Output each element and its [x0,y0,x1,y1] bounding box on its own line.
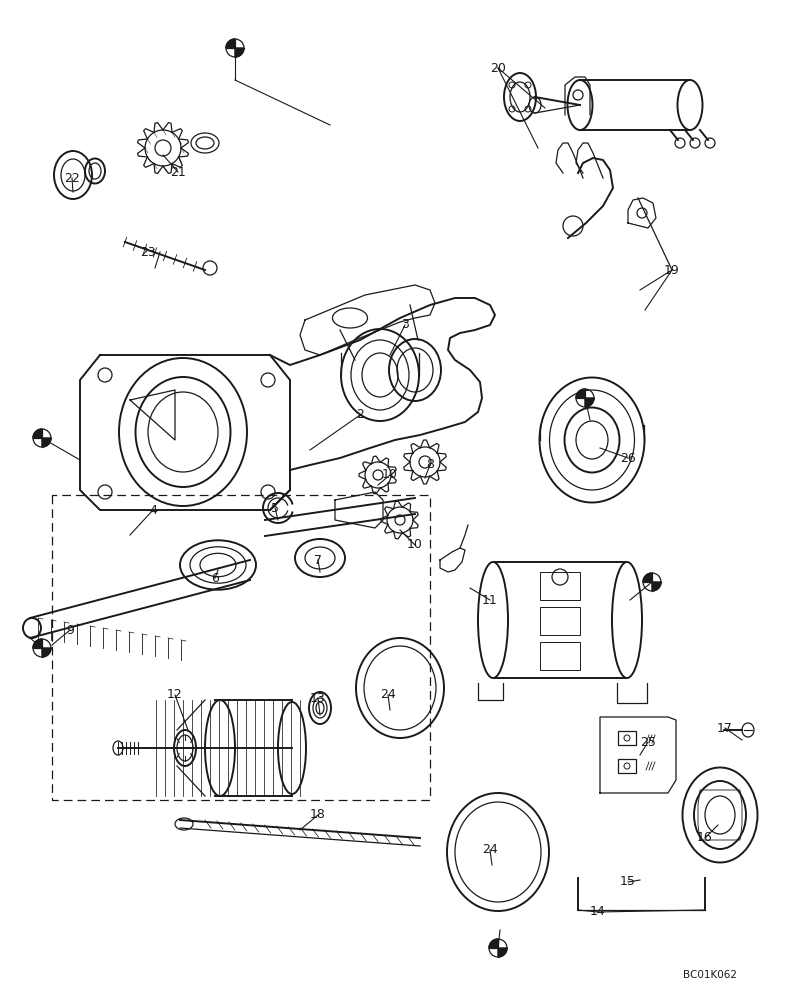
Text: 9: 9 [66,624,74,636]
Text: 11: 11 [482,593,497,606]
Text: 10: 10 [406,538,423,552]
Text: 10: 10 [382,468,397,482]
Text: 5: 5 [271,502,279,514]
Bar [539,607,579,635]
Polygon shape [584,398,594,407]
Polygon shape [234,48,243,57]
Polygon shape [33,429,42,438]
Bar [539,642,579,670]
Text: 8: 8 [426,458,433,472]
Text: 18: 18 [310,808,325,821]
Text: 17: 17 [716,721,732,734]
Text: BC01K062: BC01K062 [682,970,736,980]
Text: 6: 6 [211,572,219,584]
Text: 16: 16 [697,831,712,844]
Text: 7: 7 [314,554,322,566]
Text: 22: 22 [64,172,79,185]
Polygon shape [488,939,497,948]
Text: 24: 24 [482,843,497,856]
Text: 3: 3 [401,318,409,332]
Text: 23: 23 [140,245,156,258]
Bar [539,572,579,600]
Text: 15: 15 [620,876,635,888]
Text: 24: 24 [380,688,396,702]
Text: 4: 4 [149,504,157,516]
Text: 13: 13 [310,692,325,704]
Polygon shape [575,389,584,398]
Polygon shape [33,639,42,648]
Text: 12: 12 [167,688,182,702]
Polygon shape [651,582,660,591]
Polygon shape [642,573,651,582]
Polygon shape [42,438,51,447]
Text: 2: 2 [356,408,363,422]
Text: 14: 14 [590,905,605,918]
Polygon shape [42,648,51,657]
Bar [617,731,635,745]
Text: 25: 25 [639,735,655,748]
Polygon shape [497,948,506,957]
Text: 19: 19 [663,263,679,276]
Text: 20: 20 [490,62,505,75]
Bar [617,759,635,773]
Text: 26: 26 [620,452,635,464]
Polygon shape [225,39,234,48]
Text: 21: 21 [170,166,186,179]
